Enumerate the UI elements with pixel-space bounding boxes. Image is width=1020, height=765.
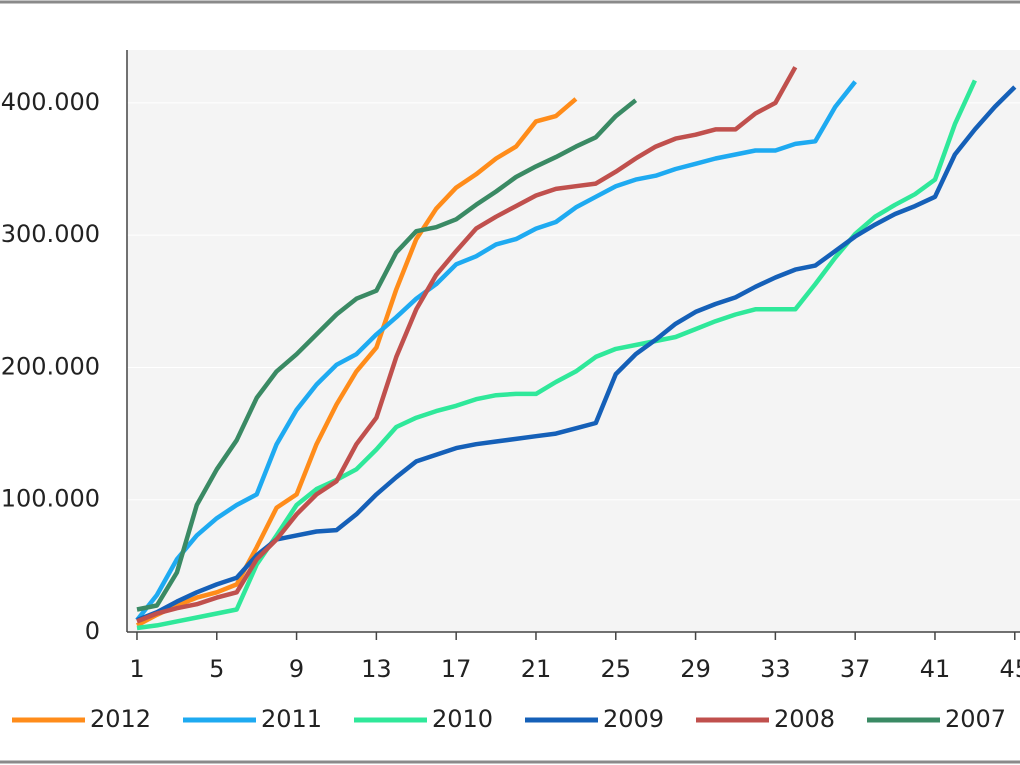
y-tick-label: 300.000 [1, 220, 100, 248]
legend-label: 2008 [774, 705, 835, 733]
legend-label: 2010 [432, 705, 493, 733]
legend-label: 2007 [945, 705, 1006, 733]
y-tick-label: 400.000 [1, 88, 100, 116]
legend-label: 2009 [603, 705, 664, 733]
x-tick-label: 13 [361, 655, 392, 683]
y-tick-label: 100.000 [1, 485, 100, 513]
x-tick-label: 33 [760, 655, 791, 683]
y-tick-label: 200.000 [1, 352, 100, 380]
x-tick-label: 1 [129, 655, 144, 683]
x-tick-label: 41 [920, 655, 951, 683]
x-tick-label: 21 [521, 655, 552, 683]
x-tick-label: 17 [441, 655, 472, 683]
legend-label: 2011 [261, 705, 322, 733]
x-tick-label: 45 [1000, 655, 1020, 683]
y-tick-label: 0 [85, 617, 100, 645]
series-line [136, 66, 798, 624]
x-tick-label: 9 [289, 655, 304, 683]
series-line [135, 97, 578, 628]
series-line [136, 79, 977, 631]
plot-area [127, 50, 1020, 632]
series-line [136, 85, 1017, 623]
x-tick-label: 29 [680, 655, 711, 683]
series-line [136, 98, 638, 612]
series-line [135, 80, 857, 622]
x-tick-label: 37 [840, 655, 871, 683]
x-tick-label: 25 [601, 655, 632, 683]
legend-label: 2012 [90, 705, 151, 733]
x-tick-label: 5 [209, 655, 224, 683]
